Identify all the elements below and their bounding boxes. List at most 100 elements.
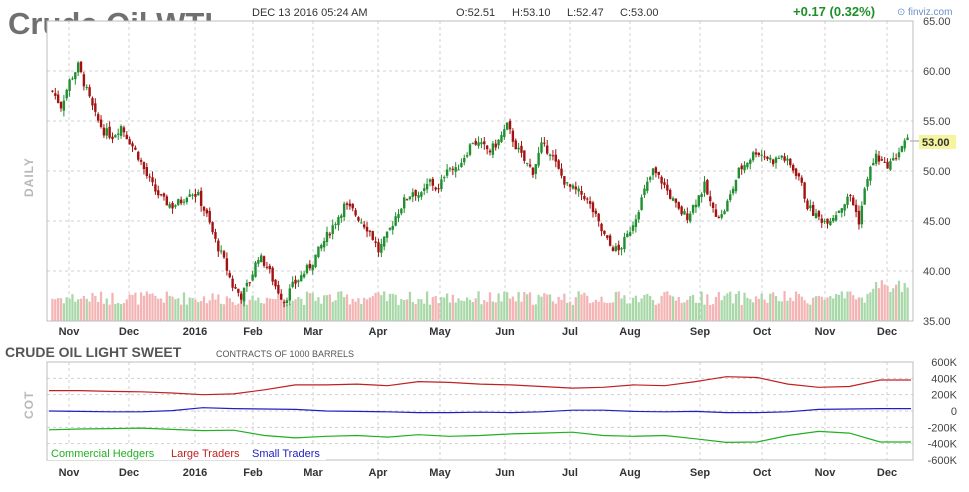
candle-body: [508, 120, 512, 130]
candle-body: [611, 247, 615, 252]
candle-body: [677, 202, 680, 209]
candle-body: [231, 278, 234, 288]
candle-body: [706, 180, 709, 195]
cot-y-tick-label: 200K: [931, 390, 957, 402]
volume-bar: [534, 304, 537, 321]
volume-bar: [474, 298, 477, 321]
volume-bar: [425, 291, 429, 321]
volume-bar: [754, 296, 758, 321]
volume-bar: [789, 297, 792, 321]
candle-body: [863, 188, 866, 205]
volume-bar: [560, 299, 563, 321]
volume-bar: [703, 304, 706, 321]
close-label: C:53.00: [620, 7, 659, 19]
volume-bar: [611, 302, 615, 321]
volume-bar: [860, 297, 863, 321]
candle-body: [491, 143, 495, 155]
candle-body: [211, 222, 214, 233]
volume-bar: [528, 292, 532, 321]
volume-bar: [683, 302, 686, 321]
volume-bar: [262, 303, 266, 321]
volume-bar: [128, 294, 131, 321]
candle-body: [320, 245, 323, 249]
candle-body: [771, 159, 775, 165]
volume-bar: [763, 299, 766, 321]
volume-bar: [105, 298, 108, 321]
volume-bar: [897, 280, 901, 321]
volume-bar: [674, 300, 678, 321]
candle-body: [720, 214, 723, 218]
volume-bar: [752, 302, 755, 321]
candle-body: [503, 129, 506, 138]
candle-body: [94, 103, 97, 112]
volume-bar: [749, 299, 752, 321]
candle-body: [277, 284, 280, 294]
price-x-tick-label: Nov: [59, 326, 81, 338]
volume-bar: [137, 304, 140, 321]
candle-body: [165, 196, 169, 206]
volume-bar: [714, 296, 718, 321]
volume-bar: [288, 303, 291, 321]
volume-bar: [343, 297, 346, 321]
volume-bar: [345, 294, 349, 321]
candle-body: [723, 211, 726, 215]
volume-bar: [405, 299, 409, 321]
volume-bar: [777, 301, 780, 321]
volume-bar: [477, 291, 480, 321]
candle-body: [308, 263, 312, 269]
candle-body: [823, 221, 826, 223]
cot-y-tick-label: -400K: [928, 439, 958, 451]
volume-bar: [134, 292, 137, 321]
volume-bar: [826, 297, 829, 321]
volume-bar: [723, 295, 726, 321]
last-price-box: [919, 135, 956, 149]
candle-body: [883, 161, 886, 163]
price-x-tick-label: May: [429, 326, 451, 338]
candle-body: [700, 193, 703, 197]
volume-bar: [483, 300, 486, 321]
volume-bar: [311, 292, 314, 321]
candle-body: [774, 157, 778, 163]
price-x-tick-label: Jun: [495, 326, 515, 338]
volume-bar: [637, 302, 640, 321]
candle-body: [766, 156, 769, 159]
volume-bar: [892, 288, 895, 321]
candle-body: [260, 255, 263, 263]
candle-body: [600, 223, 603, 232]
volume-bar: [651, 300, 655, 321]
candle-body: [68, 79, 71, 91]
candle-body: [789, 158, 792, 166]
volume-bar: [566, 302, 569, 321]
volume-bar: [291, 300, 294, 321]
cot-x-tick-label: Feb: [243, 467, 263, 479]
finviz-logo[interactable]: ⊙ finviz.com: [897, 7, 952, 18]
price-x-tick-label: Feb: [243, 326, 263, 338]
legend-background: [48, 446, 326, 460]
volume-bar: [82, 295, 86, 321]
candle-body: [334, 223, 337, 225]
candle-body: [139, 160, 143, 162]
volume-bar: [514, 301, 517, 321]
volume-bar: [523, 292, 526, 321]
volume-bar: [740, 304, 743, 321]
candle-body: [168, 204, 171, 208]
volume-bar: [122, 303, 126, 321]
volume-bar: [772, 292, 775, 321]
candle-body: [837, 210, 841, 213]
volume-bar: [571, 304, 575, 321]
volume-bar: [403, 300, 406, 321]
candle-body: [159, 194, 163, 196]
candle-body: [465, 155, 469, 157]
candle-body: [703, 181, 706, 193]
candle-body: [99, 119, 103, 127]
candle-body: [368, 230, 372, 232]
candle-body: [769, 157, 772, 160]
volume-bar: [554, 303, 557, 321]
candle-body: [686, 213, 689, 221]
volume-bar: [783, 291, 786, 321]
volume-bar: [414, 304, 417, 321]
candle-body: [454, 167, 457, 172]
large-traders-line: [49, 376, 911, 396]
candle-body: [125, 134, 128, 140]
candle-body: [783, 156, 786, 161]
